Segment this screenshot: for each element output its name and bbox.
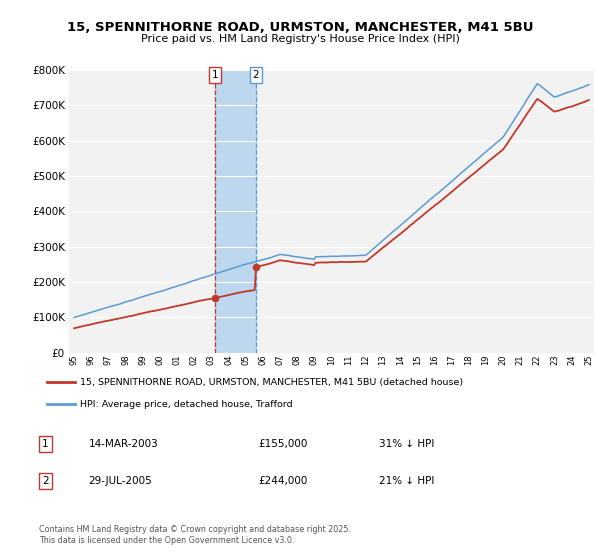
Text: Price paid vs. HM Land Registry's House Price Index (HPI): Price paid vs. HM Land Registry's House … [140,34,460,44]
Text: 2: 2 [42,476,49,486]
Text: Contains HM Land Registry data © Crown copyright and database right 2025.
This d: Contains HM Land Registry data © Crown c… [39,525,351,545]
Text: 15, SPENNITHORNE ROAD, URMSTON, MANCHESTER, M41 5BU (detached house): 15, SPENNITHORNE ROAD, URMSTON, MANCHEST… [80,378,463,387]
Bar [215,70,256,353]
Text: 31% ↓ HPI: 31% ↓ HPI [379,440,435,450]
Text: 2: 2 [253,70,259,80]
Text: 21% ↓ HPI: 21% ↓ HPI [379,476,435,486]
Text: HPI: Average price, detached house, Trafford: HPI: Average price, detached house, Traf… [80,400,293,409]
Text: 1: 1 [212,70,218,80]
Text: 29-JUL-2005: 29-JUL-2005 [88,476,152,486]
Text: £155,000: £155,000 [259,440,308,450]
Text: 1: 1 [42,440,49,450]
Point [251,262,260,271]
Text: 15, SPENNITHORNE ROAD, URMSTON, MANCHESTER, M41 5BU: 15, SPENNITHORNE ROAD, URMSTON, MANCHEST… [67,21,533,34]
Text: 14-MAR-2003: 14-MAR-2003 [88,440,158,450]
Text: £244,000: £244,000 [259,476,308,486]
Point [210,293,220,302]
